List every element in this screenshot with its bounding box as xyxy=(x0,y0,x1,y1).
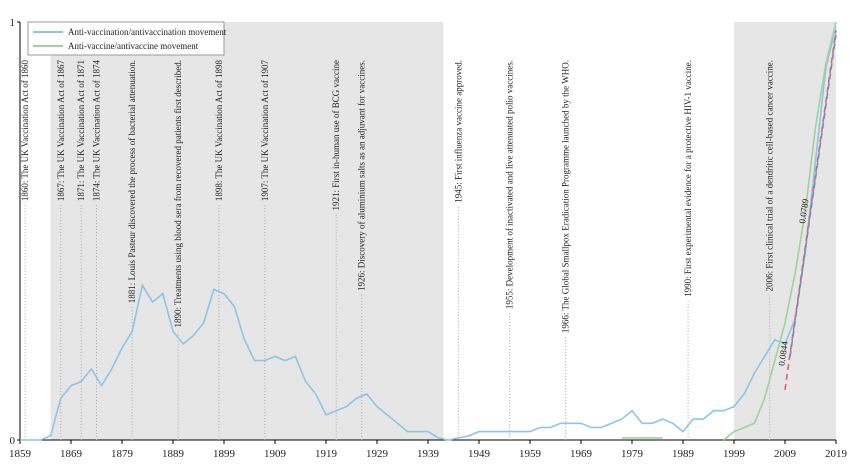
x-tick-label: 1969 xyxy=(570,448,593,460)
x-tick-label: 1939 xyxy=(417,448,440,460)
annotation: 1860: The UK Vaccination Act of 1860 xyxy=(20,60,30,202)
annotation: 2006: First clinical trial of a dendriti… xyxy=(765,60,775,291)
annotation: 1966: The Global Smallpox Eradication Pr… xyxy=(561,60,571,333)
annotation: 1907: The UK Vaccination Act of 1907 xyxy=(260,60,270,202)
trend-label: 0.0789 xyxy=(797,198,810,224)
y-tick-label: 1 xyxy=(10,17,16,29)
annotation: 1881: Louis Pasteur discovered the proce… xyxy=(127,60,137,303)
x-tick-label: 2019 xyxy=(825,448,848,460)
annotation: 1926: Discovery of aluminium salts as an… xyxy=(357,60,367,291)
series-line xyxy=(20,26,837,441)
annotation: 1945: First influenza vaccine approved. xyxy=(454,60,464,203)
annotation: 1871: The UK Vaccination Act of 1871 xyxy=(76,60,86,201)
x-tick-label: 1899 xyxy=(213,448,236,460)
annotation: 1898: The UK Vaccination Act of 1898 xyxy=(214,60,224,202)
x-tick-label: 1999 xyxy=(723,448,746,460)
trend-label: 0.0844 xyxy=(776,340,789,366)
x-tick-label: 1859 xyxy=(9,448,32,460)
y-tick-label: 0 xyxy=(10,435,16,447)
annotation: 1921: First in-human use of BCG vaccine xyxy=(331,60,341,210)
shaded-region xyxy=(50,22,444,440)
x-tick-label: 2009 xyxy=(774,448,797,460)
trend-line xyxy=(784,30,837,390)
legend-box xyxy=(27,21,225,56)
annotation: 1874: The UK Vaccination Act of 1874 xyxy=(92,60,102,202)
x-tick-label: 1979 xyxy=(621,448,644,460)
x-tick-label: 1869 xyxy=(60,448,83,460)
annotation: 1990: First experimental evidence for a … xyxy=(683,60,693,297)
series-line xyxy=(621,21,837,441)
x-tick-label: 1909 xyxy=(264,448,287,460)
legend-label: Anti-vaccine/antivaccine movement xyxy=(68,41,199,51)
annotation: 1955: Development of inactivated and liv… xyxy=(505,60,515,309)
shaded-region xyxy=(734,22,836,440)
annotation: 1867: The UK Vaccination Act of 1867 xyxy=(56,60,66,202)
x-tick-label: 1929 xyxy=(366,448,389,460)
legend-label: Anti-vaccination/antivaccination movemen… xyxy=(68,27,227,37)
x-tick-label: 1949 xyxy=(468,448,491,460)
trend-line xyxy=(789,34,837,357)
x-tick-label: 1879 xyxy=(111,448,134,460)
x-tick-label: 1889 xyxy=(162,448,185,460)
x-tick-label: 1989 xyxy=(672,448,695,460)
x-tick-label: 1919 xyxy=(315,448,338,460)
x-tick-label: 1959 xyxy=(519,448,542,460)
annotation: 1890: Treatments using blood sera from r… xyxy=(173,60,183,327)
